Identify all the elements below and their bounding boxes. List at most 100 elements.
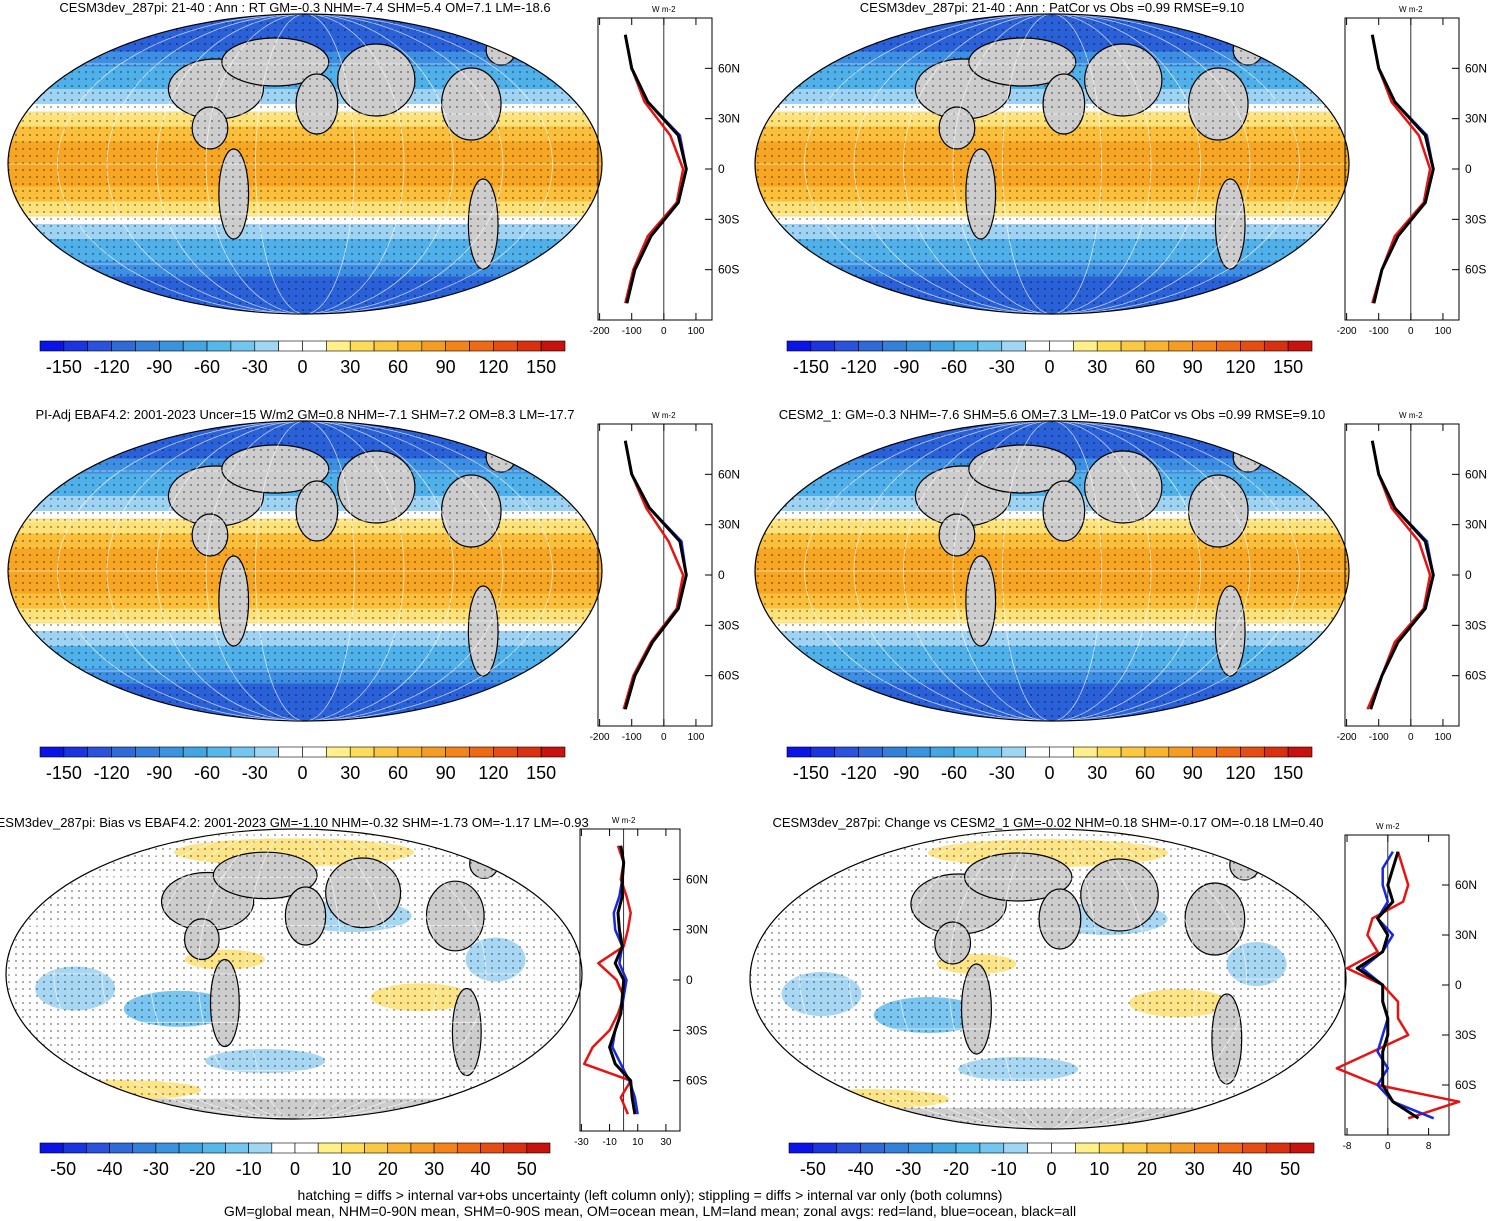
panel-4: CESM2_1: GM=-0.3 NHM=-7.6 SHM=5.6 OM=7.3… xyxy=(754,407,1487,783)
colorbar-bin xyxy=(1192,746,1217,758)
colorbar-label: 30 xyxy=(424,1159,444,1179)
colorbar-bin xyxy=(929,746,955,758)
colorbar-label: 30 xyxy=(1185,1159,1205,1179)
colorbar-bin xyxy=(1168,746,1193,758)
colorbar-bin xyxy=(1144,340,1170,352)
zonal-frame xyxy=(1344,17,1460,321)
zonal-line-all xyxy=(623,440,688,710)
colorbar-bin xyxy=(225,1142,249,1154)
zonal-line-land xyxy=(1335,851,1461,1120)
colorbar-label: -150 xyxy=(793,763,829,783)
colorbar-bin xyxy=(1003,1142,1028,1154)
colorbar-label: 50 xyxy=(517,1159,537,1179)
colorbar-bin xyxy=(503,1142,528,1154)
colorbar-bin xyxy=(349,746,375,758)
colorbar-bin xyxy=(1216,340,1241,352)
colorbar-label: 120 xyxy=(478,763,508,783)
colorbar-bin xyxy=(302,746,327,758)
colorbar-label: 120 xyxy=(478,357,508,377)
zonal-line-all xyxy=(1369,440,1435,710)
colorbar-bin xyxy=(493,746,518,758)
graticule-lon xyxy=(903,421,1201,721)
y-tick-label: 60S xyxy=(1465,669,1486,683)
colorbar-bin xyxy=(786,340,812,352)
x-tick-label: -100 xyxy=(622,732,642,743)
colorbar-bin xyxy=(1075,1142,1100,1154)
map xyxy=(8,421,602,721)
zonal-line-land xyxy=(1366,440,1432,710)
panel-5: CESM3dev_287pi: Bias vs EBAF4.2: 2001-20… xyxy=(0,815,708,1179)
colorbar-bin xyxy=(1240,746,1265,758)
y-tick-label: 30N xyxy=(686,923,708,937)
graticule-lon xyxy=(245,829,343,1119)
y-tick-label: 30S xyxy=(718,212,739,226)
colorbar-bin xyxy=(1049,746,1074,758)
graticule-lon xyxy=(156,421,454,721)
colorbar-label: -60 xyxy=(941,357,967,377)
colorbar-label: -150 xyxy=(46,357,82,377)
colorbar-bin xyxy=(929,340,955,352)
x-tick-label: 0 xyxy=(1385,1141,1391,1152)
colorbar-bin xyxy=(387,1142,412,1154)
graticule-lon xyxy=(106,421,504,721)
colorbar-bin xyxy=(1096,746,1122,758)
colorbar-bin xyxy=(1289,1142,1315,1154)
zonal-line-all xyxy=(1370,34,1435,304)
colorbar-bin xyxy=(834,340,859,352)
map xyxy=(755,421,1349,721)
y-tick-label: 0 xyxy=(1465,162,1472,176)
colorbar-bin xyxy=(884,1142,909,1154)
panel-title: CESM2_1: GM=-0.3 NHM=-7.6 SHM=5.6 OM=7.3… xyxy=(779,407,1326,422)
colorbar-bin xyxy=(254,340,279,352)
colorbar-bin xyxy=(1263,340,1289,352)
x-tick-label: -30 xyxy=(574,1137,589,1148)
colorbar-label: -120 xyxy=(94,763,130,783)
colorbar-label: 20 xyxy=(378,1159,398,1179)
zonal-plot: -200 -100 0 100 W m-2 60N 30N 0 30S 60S xyxy=(590,411,740,743)
colorbar-label: -90 xyxy=(146,357,172,377)
graticule-lon xyxy=(804,14,1300,314)
graticule-lon xyxy=(898,829,1198,1129)
zonal-line-all xyxy=(623,34,688,304)
y-tick-label: 30S xyxy=(718,618,739,632)
graticule-lon xyxy=(106,14,504,314)
colorbar-bin xyxy=(540,746,566,758)
x-tick-label: 0 xyxy=(661,732,667,743)
colorbar-bin xyxy=(302,340,327,352)
colorbar-bin xyxy=(135,340,160,352)
colorbar-bin xyxy=(858,340,883,352)
colorbar-label: -30 xyxy=(895,1159,921,1179)
colorbar-bin xyxy=(979,1142,1005,1154)
x-tick-label: 0 xyxy=(1408,732,1414,743)
colorbar-label: -90 xyxy=(146,763,172,783)
y-tick-label: 60N xyxy=(1465,61,1487,75)
map xyxy=(8,14,602,314)
colorbar-label: -40 xyxy=(848,1159,874,1179)
colorbar-label: -30 xyxy=(143,1159,169,1179)
graticule-lon xyxy=(997,829,1099,1129)
colorbar-bin xyxy=(906,340,931,352)
panel-title: CESM3dev_287pi: Change vs CESM2_1 GM=-0.… xyxy=(773,815,1324,830)
y-tick-label: 30S xyxy=(1465,212,1486,226)
map-border xyxy=(5,828,583,1120)
colorbar-bin xyxy=(540,340,566,352)
unit-label: W m-2 xyxy=(612,816,636,825)
colorbar-label: 30 xyxy=(1087,763,1107,783)
colorbar-bin xyxy=(63,340,89,352)
zonal-line-land xyxy=(582,845,632,1115)
colorbar-bin xyxy=(860,1142,885,1154)
y-tick-label: 60S xyxy=(686,1074,707,1088)
colorbar-bin xyxy=(230,340,256,352)
colorbar-label: 0 xyxy=(1046,1159,1056,1179)
colorbar-bin xyxy=(836,1142,861,1154)
graticule-lon xyxy=(255,14,355,314)
graticule-lon xyxy=(156,14,454,314)
graticule-lon xyxy=(1002,421,1102,721)
colorbar-bin xyxy=(111,746,136,758)
colorbar-bin xyxy=(1073,746,1098,758)
x-tick-label: -100 xyxy=(1369,732,1389,743)
panel-title: CESM3dev_287pi: 21-40 : Ann : RT GM=-0.3… xyxy=(59,0,550,15)
colorbar-label: 10 xyxy=(1089,1159,1109,1179)
colorbar-bin xyxy=(326,340,351,352)
